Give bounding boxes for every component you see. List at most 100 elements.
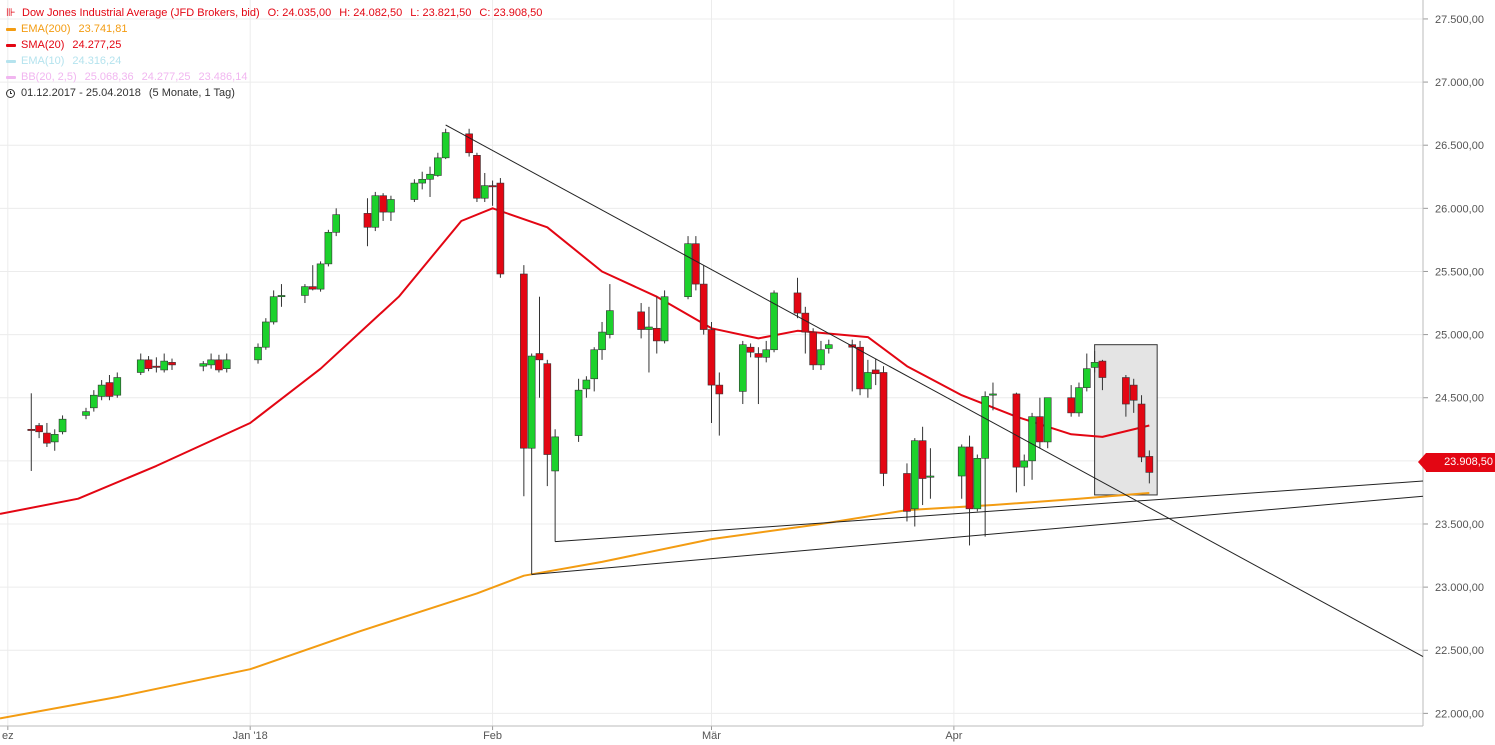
candle-body [1090,362,1099,368]
indicator-value: 24.277,25 [72,39,122,51]
candle-body [434,157,442,176]
candle-body [856,346,864,390]
indicator-swatch [6,27,16,31]
candle-body [692,243,700,285]
candle-body [496,182,505,275]
candle-body [965,446,974,510]
y-tick-label: 22.500,00 [1435,645,1484,657]
indicator-legend: EMA(200) 23.741,81 SMA(20) 24.277,25 EMA(10)… [6,21,550,85]
candle-body [699,283,708,330]
candle-body [1137,403,1146,458]
y-tick-label: 25.000,00 [1435,330,1484,342]
y-tick-label: 23.500,00 [1435,519,1484,531]
candle-body [543,363,552,455]
candle-body [793,292,802,314]
candle-body [262,321,270,348]
candle-body [144,359,153,369]
candle-body [606,310,614,335]
trendline [555,480,1424,543]
indicator-value: 23.741,81 [78,23,128,35]
candle-body [1067,397,1075,414]
clock-icon [6,88,15,98]
candle-body [90,394,98,409]
y-tick-label: 25.500,00 [1435,266,1484,278]
candle-body [871,369,880,375]
candle-body [652,327,661,342]
candle-body [168,362,176,366]
candle-body [387,199,395,213]
indicator-swatch [6,75,16,79]
indicator-name: EMA(200) [21,23,71,35]
candle-body [535,353,544,361]
candle-body [1082,368,1091,388]
ohlc-values: O: 24.035,00 H: 24.082,50 L: 23.821,50 C: 2… [268,5,551,21]
candle-body [598,331,606,351]
candle-body [418,178,427,184]
candle-body [1020,460,1029,468]
candle-body [527,355,536,449]
candle-body [1012,393,1021,468]
period-range: 01.12.2017 - 25.04.2018 [21,87,141,99]
candle-body [50,434,59,443]
candle-body [660,296,669,342]
candle-body [488,185,497,188]
candle-body [989,393,997,396]
indicator-legend-item[interactable]: EMA(10) 24.316,24 [6,53,550,69]
trendline [531,495,1424,575]
candle-body [152,365,161,368]
candle-body [879,372,888,474]
candle-body [27,428,36,431]
candle-body [973,458,982,510]
trendline [445,124,1424,657]
candle-body [746,346,755,353]
candle-body [770,292,778,351]
indicator-value: 24.277,25 [141,71,191,83]
y-tick-label: 22.000,00 [1435,708,1484,720]
indicator-swatch [6,43,16,47]
candle-body [43,432,51,444]
ohlc-item: C: 23.908,50 [479,7,543,19]
candle-body [809,331,817,366]
candle-body [199,363,208,367]
indicator-value: 25.068,36 [84,71,134,83]
candle-body [379,195,387,213]
indicator-legend-item[interactable]: SMA(20) 24.277,25 [6,37,550,53]
candle-body [645,326,653,330]
candle-body [410,182,419,200]
candle-body [910,440,919,510]
candle-body [324,232,333,265]
candle-body [918,440,927,479]
candle-body [1129,384,1138,401]
candle-body [1098,360,1107,378]
last-price-tag: 23.908,50 [1418,453,1495,472]
indicator-line [0,207,1150,515]
y-tick-label: 26.500,00 [1435,140,1484,152]
candlestick-icon: ⊪ [6,7,16,19]
y-tick-label: 27.000,00 [1435,77,1484,89]
chart-legend: ⊪ Dow Jones Industrial Average (JFD Brok… [6,5,550,101]
candle-body [1145,456,1154,473]
candle-body [1028,416,1036,462]
candle-body [35,425,43,433]
indicator-legend-item[interactable]: EMA(200) 23.741,81 [6,21,550,37]
indicator-line [0,492,1150,720]
candle-body [371,195,380,228]
x-tick-label: Mär [702,730,721,742]
indicator-swatch [6,59,16,63]
period-detail: (5 Monate, 1 Tag) [148,87,235,99]
indicator-value: 24.316,24 [72,55,122,67]
indicator-legend-item[interactable]: BB(20, 2,5) 25.068,36 24.277,25 23.486,14 [6,69,550,85]
candle-body [363,213,372,228]
candle-body [824,344,833,349]
ohlc-item: L: 23.821,50 [410,7,472,19]
candle-body [82,411,90,416]
candle-body [754,353,763,358]
candle-body [308,286,317,290]
y-tick-label: 24.500,00 [1435,393,1484,405]
candle-body [426,173,434,180]
candle-body [269,296,278,323]
candle-body [520,273,528,449]
indicator-name: SMA(20) [21,39,65,51]
indicator-name: EMA(10) [21,55,65,67]
